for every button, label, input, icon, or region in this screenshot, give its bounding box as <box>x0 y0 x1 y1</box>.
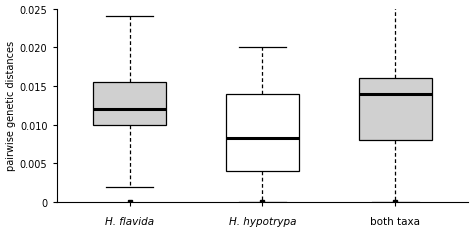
FancyBboxPatch shape <box>359 79 432 141</box>
Text: H. flavida: H. flavida <box>105 216 154 226</box>
Text: H. hypotrypa: H. hypotrypa <box>229 216 296 226</box>
Text: both taxa: both taxa <box>370 216 420 226</box>
Y-axis label: pairwise genetic distances: pairwise genetic distances <box>6 41 16 171</box>
FancyBboxPatch shape <box>93 83 166 125</box>
FancyBboxPatch shape <box>226 94 299 172</box>
